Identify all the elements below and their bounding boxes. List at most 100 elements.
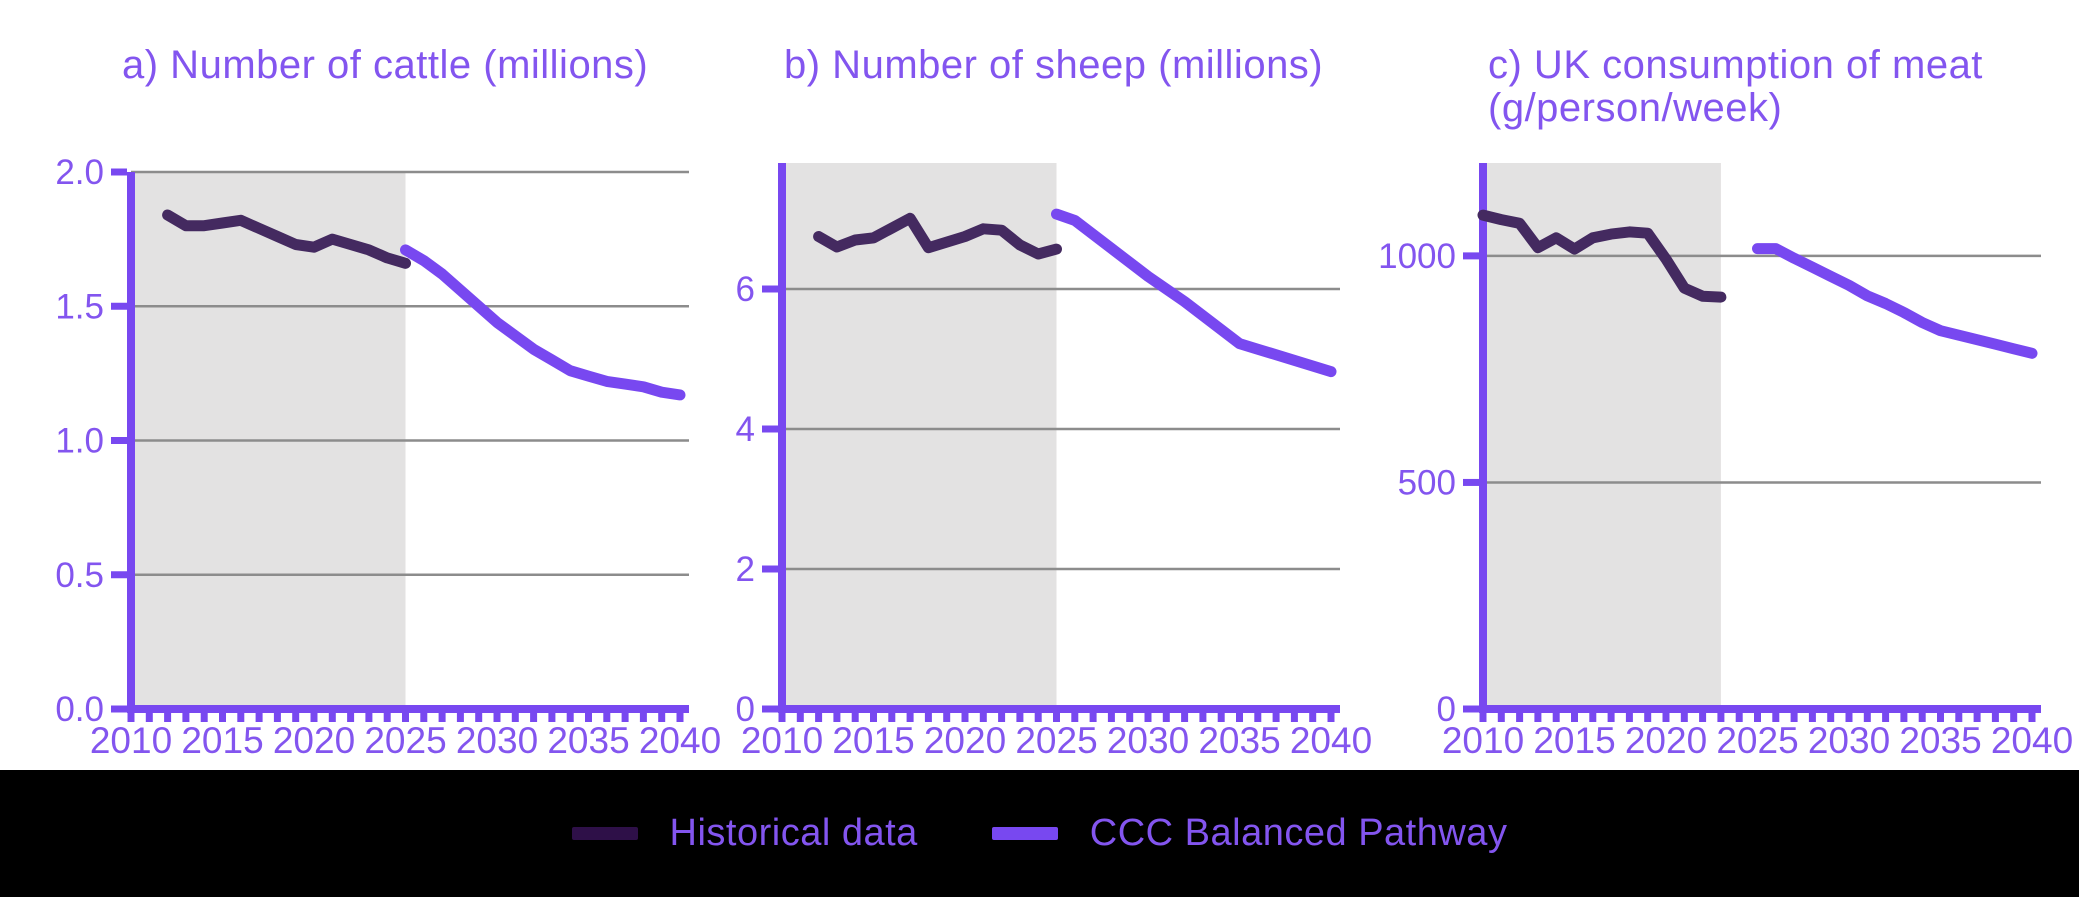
y-tick-label: 4	[736, 410, 755, 449]
x-tick	[1571, 713, 1578, 722]
x-tick	[493, 713, 501, 722]
y-tick	[762, 285, 778, 293]
x-tick	[1900, 713, 1908, 722]
x-tick	[310, 713, 318, 722]
y-tick	[111, 705, 127, 713]
x-tick-label: 2020	[1625, 720, 1707, 761]
x-tick	[833, 713, 841, 722]
x-tick	[219, 713, 226, 722]
x-tick-label: 2040	[1991, 720, 2073, 761]
chart-a: 0.0 0.5 1.0 1.5 2.0 2010 2015 2020 2025 2030 2035 2…	[55, 153, 721, 761]
legend-bar: Historical data CCC Balanced Pathway	[0, 770, 2079, 897]
x-tick	[1589, 713, 1597, 722]
x-tick	[273, 713, 281, 722]
y-tick-label: 1.0	[55, 422, 104, 461]
x-tick	[164, 713, 172, 722]
y-tick	[1463, 705, 1479, 713]
x-tick-label: 2035	[1899, 720, 1981, 761]
x-tick	[1162, 713, 1170, 722]
x-tick	[639, 713, 647, 722]
x-tick	[676, 713, 684, 722]
y-tick	[111, 437, 127, 444]
y-tick	[111, 168, 127, 176]
x-tick	[1034, 713, 1042, 722]
x-tick-label: 2010	[741, 720, 823, 761]
x-tick	[1236, 713, 1243, 722]
y-tick	[111, 571, 127, 579]
x-tick	[1552, 713, 1560, 722]
x-tick	[1863, 713, 1871, 722]
x-tick	[1754, 713, 1761, 722]
x-tick	[1827, 713, 1835, 722]
x-axis	[127, 705, 689, 713]
pathway-line	[1051, 208, 1337, 378]
x-tick	[621, 713, 629, 722]
x-tick	[182, 713, 190, 722]
x-tick	[402, 713, 409, 722]
x-tick	[548, 713, 556, 722]
x-tick	[1717, 713, 1725, 722]
y-tick-label: 0.0	[55, 690, 104, 729]
x-axis	[778, 705, 1340, 713]
chart-b: 0 2 4 6 2010 2015 2020 2025 2030 2035 2040	[736, 163, 1372, 761]
x-tick	[658, 713, 666, 722]
x-tick	[888, 713, 896, 722]
pathway-line	[400, 244, 686, 401]
x-tick	[1309, 713, 1317, 722]
x-tick	[475, 713, 483, 722]
x-tick	[1181, 713, 1189, 722]
x-tick-label: 2020	[924, 720, 1006, 761]
y-tick-label: 2	[736, 550, 755, 589]
legend-item-pathway: CCC Balanced Pathway	[991, 812, 1508, 855]
historical-shaded-region	[131, 172, 406, 705]
legend-label-pathway: CCC Balanced Pathway	[1089, 812, 1508, 854]
x-tick	[998, 713, 1006, 722]
y-tick-label: 1.5	[55, 287, 104, 326]
x-tick	[1199, 713, 1207, 722]
historical-line	[1477, 209, 1727, 303]
legend-label-historical: Historical data	[669, 812, 918, 854]
x-tick	[145, 713, 153, 722]
x-tick	[127, 713, 135, 722]
chart-a-title: a) Number of cattle (millions)	[122, 43, 649, 87]
x-tick	[851, 713, 859, 722]
x-tick	[347, 713, 355, 722]
x-tick-label: 2015	[832, 720, 914, 761]
x-tick	[778, 713, 786, 722]
x-tick	[1937, 713, 1944, 722]
x-tick	[1735, 713, 1743, 722]
x-tick	[383, 713, 391, 722]
y-axis	[1479, 163, 1487, 713]
x-tick	[1327, 713, 1335, 722]
x-tick	[796, 713, 804, 722]
x-tick-label: 2015	[181, 720, 263, 761]
x-tick-label: 2015	[1533, 720, 1615, 761]
historical-line	[813, 212, 1062, 260]
x-tick	[1991, 713, 1999, 722]
x-tick	[1918, 713, 1926, 722]
x-tick	[1217, 713, 1225, 722]
x-tick	[365, 713, 373, 722]
x-tick-label: 2040	[639, 720, 721, 761]
y-tick-label: 1000	[1378, 237, 1456, 276]
x-tick-label: 2040	[1290, 720, 1372, 761]
y-tick	[111, 302, 127, 310]
x-tick	[1290, 713, 1298, 722]
x-tick-label: 2025	[364, 720, 446, 761]
x-tick	[815, 713, 823, 722]
y-tick	[1463, 252, 1479, 260]
x-tick	[200, 713, 208, 722]
x-tick	[1053, 713, 1060, 722]
y-axis	[778, 163, 786, 713]
x-tick	[943, 713, 951, 722]
x-tick	[2028, 713, 2036, 722]
x-tick	[1126, 713, 1134, 722]
chart-c-title: c) UK consumption of meat (g/person/week…	[1488, 43, 1983, 131]
x-tick	[1272, 713, 1280, 722]
x-tick-label: 2030	[1107, 720, 1189, 761]
x-tick-label: 2035	[547, 720, 629, 761]
x-tick	[1144, 713, 1152, 722]
x-tick	[1607, 713, 1615, 722]
